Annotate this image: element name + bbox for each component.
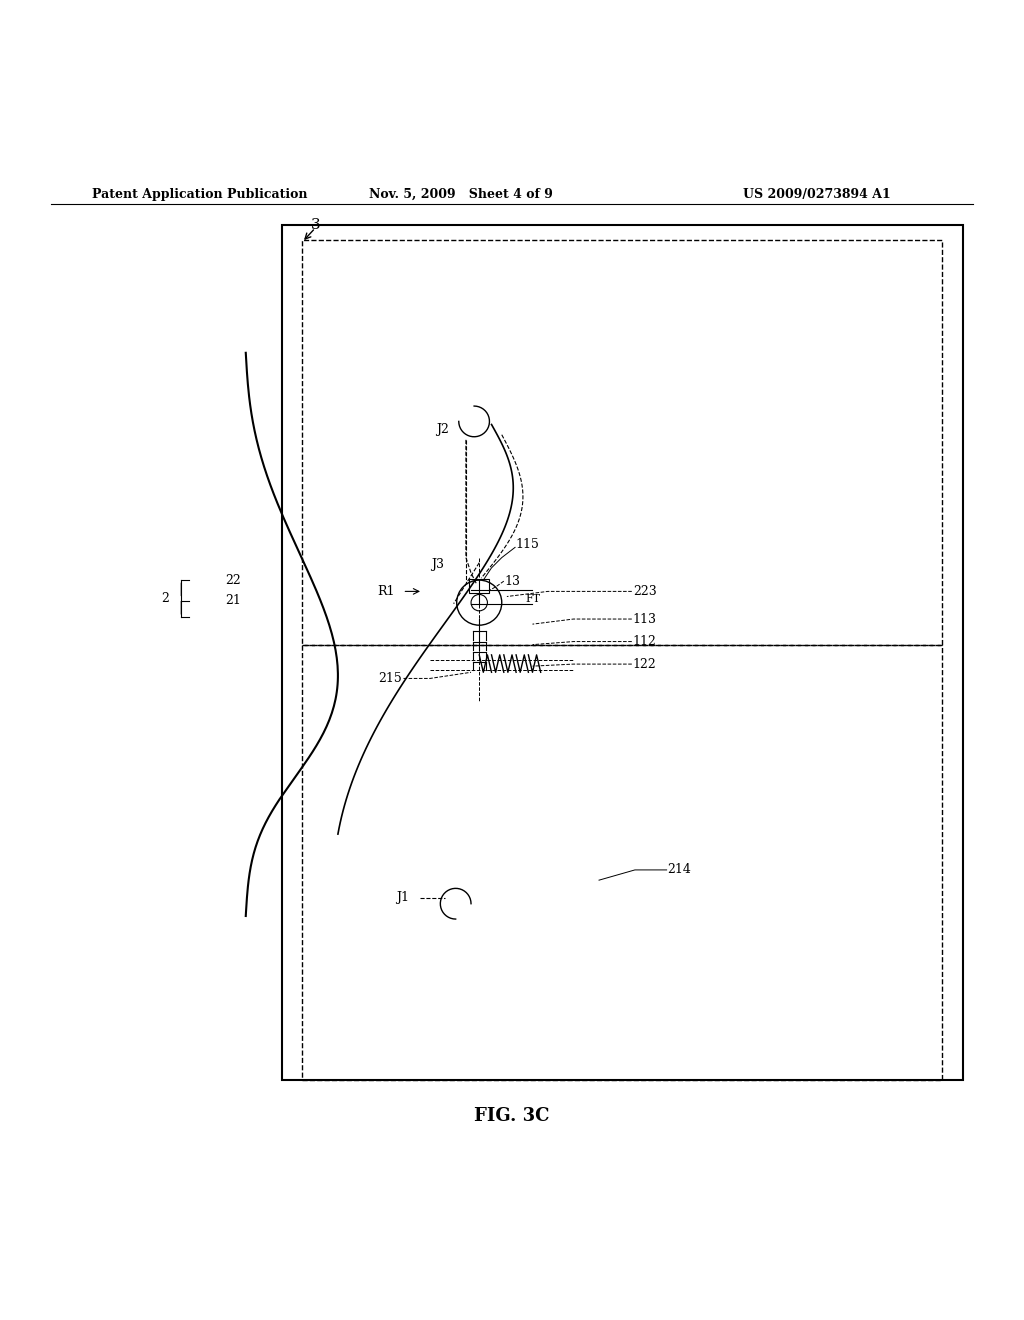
Text: 112: 112 bbox=[633, 635, 656, 648]
Text: R1: R1 bbox=[377, 585, 395, 598]
Text: 223: 223 bbox=[633, 585, 656, 598]
Text: Nov. 5, 2009   Sheet 4 of 9: Nov. 5, 2009 Sheet 4 of 9 bbox=[369, 187, 553, 201]
Text: J3: J3 bbox=[431, 558, 443, 572]
Text: FT: FT bbox=[525, 594, 541, 603]
Text: 115: 115 bbox=[515, 537, 539, 550]
Text: J1: J1 bbox=[396, 891, 409, 904]
Bar bbox=[282, 224, 963, 1080]
Bar bbox=[302, 644, 942, 1080]
Text: 214: 214 bbox=[668, 863, 691, 876]
Text: 2: 2 bbox=[161, 593, 169, 605]
Text: 13: 13 bbox=[505, 574, 521, 587]
Text: 113: 113 bbox=[633, 612, 656, 626]
Bar bbox=[469, 579, 489, 594]
Text: 122: 122 bbox=[633, 657, 656, 671]
Bar bbox=[302, 240, 942, 644]
Text: J2: J2 bbox=[436, 424, 449, 436]
Text: 22: 22 bbox=[225, 574, 241, 586]
Text: 215: 215 bbox=[379, 672, 402, 685]
Text: FIG. 3C: FIG. 3C bbox=[474, 1106, 550, 1125]
Text: 21: 21 bbox=[225, 594, 242, 607]
Text: 3: 3 bbox=[310, 218, 321, 232]
Text: Patent Application Publication: Patent Application Publication bbox=[92, 187, 307, 201]
Text: US 2009/0273894 A1: US 2009/0273894 A1 bbox=[743, 187, 891, 201]
